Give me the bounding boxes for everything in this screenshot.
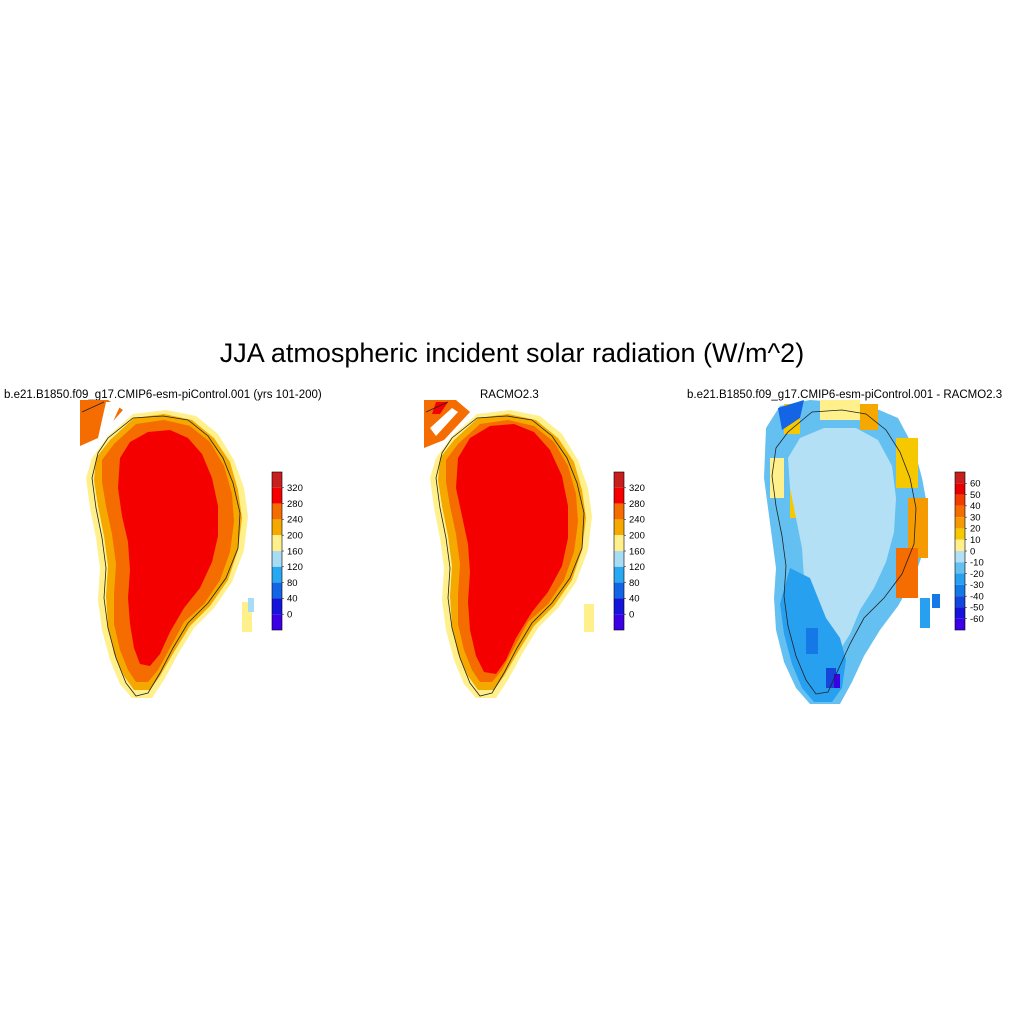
colorbar-model: 320 280 240 200 160 120 80 40 0 <box>271 471 303 631</box>
panel-title-model: b.e21.B1850.f09_g17.CMIP6-esm-piControl.… <box>4 389 322 401</box>
colorbar-racmo: 320 280 240 200 160 120 80 40 0 <box>613 471 645 631</box>
colorbar-swatch <box>272 519 282 536</box>
colorbar-swatch <box>614 614 624 630</box>
colorbar-swatch <box>955 562 965 574</box>
colorbar-tick-label: -50 <box>970 603 984 614</box>
colorbar-tick-label: 0 <box>970 546 975 557</box>
east-island-blue <box>248 598 254 612</box>
colorbar-swatch <box>614 487 624 504</box>
coastline <box>771 409 917 695</box>
east-island <box>242 602 252 632</box>
colorbar-swatch <box>272 503 282 520</box>
colorbar-swatch <box>955 551 965 563</box>
colorbar-swatch <box>272 487 282 504</box>
colorbar-swatch <box>955 472 965 484</box>
colorbar-tick-label: 30 <box>970 512 981 523</box>
coastline <box>435 415 585 697</box>
colorbar-tick-label: 280 <box>629 499 645 510</box>
east-island <box>920 598 930 628</box>
colorbar-tick-label: -20 <box>970 569 984 580</box>
map-difference <box>764 400 940 704</box>
colorbar-tick-label: 60 <box>970 479 981 490</box>
colorbar-tick-label: 160 <box>629 546 645 557</box>
panel-title-racmo: RACMO2.3 <box>480 389 539 401</box>
warm-patch <box>860 404 878 430</box>
south-darkest-cell <box>834 674 840 688</box>
colorbar-tick-label: 240 <box>287 515 303 526</box>
colorbar-tick-label: 240 <box>629 515 645 526</box>
colorbar-tick-label: 0 <box>287 610 292 621</box>
nw-red-cells <box>432 402 448 414</box>
colorbar-tick-label: 320 <box>629 483 645 494</box>
colorbar-tick-label: 200 <box>287 531 303 542</box>
colorbar-tick-label: 80 <box>287 578 298 589</box>
colorbar-swatch <box>955 596 965 608</box>
colorbar-swatch <box>614 519 624 536</box>
colorbar-tick-label: -60 <box>970 614 984 625</box>
coastline <box>91 415 241 697</box>
colorbar-tick-label: 80 <box>629 578 640 589</box>
colorbar-tick-label: -10 <box>970 558 984 569</box>
colorbar-swatch <box>272 535 282 551</box>
east-island-dark <box>932 594 940 608</box>
colorbar-swatch <box>614 503 624 520</box>
colorbar-tick-label: 320 <box>287 483 303 494</box>
map-racmo <box>424 400 594 698</box>
colorbar-tick-label: 50 <box>970 490 981 501</box>
colorbar-tick-label: 200 <box>629 531 645 542</box>
colorbar-swatch <box>955 528 965 540</box>
colorbar-tick-label: 40 <box>629 594 640 605</box>
colorbar-swatch <box>614 582 624 599</box>
colorbar-tick-label: 120 <box>629 562 645 573</box>
ice-sheet-interior <box>456 424 568 674</box>
colorbar-tick-label: 0 <box>629 610 634 621</box>
colorbar-swatch <box>955 573 965 585</box>
panel-title-diff: b.e21.B1850.f09_g17.CMIP6-esm-piControl.… <box>687 389 1003 401</box>
colorbar-tick-label: 40 <box>287 594 298 605</box>
ice-sheet-interior <box>118 430 218 666</box>
nw-coastline <box>425 401 449 413</box>
colorbar-swatch <box>955 539 965 551</box>
south-dark-cell <box>806 628 818 654</box>
nw-gap <box>98 402 122 438</box>
south-dark-cell <box>826 668 836 688</box>
colorbar-tick-label: 20 <box>970 524 981 535</box>
colorbar-swatch <box>614 598 624 615</box>
colorbar-swatch <box>272 582 282 599</box>
colorbar-swatch <box>955 607 965 619</box>
colorbar-swatch <box>272 566 282 583</box>
colorbar-tick-label: 160 <box>287 546 303 557</box>
nw-coastline <box>81 401 105 413</box>
warm-patch <box>896 548 918 598</box>
colorbar-tick-label: -30 <box>970 580 984 591</box>
colorbar-swatch <box>955 618 965 630</box>
colorbar-swatch <box>955 517 965 529</box>
colorbar-swatch <box>614 472 624 488</box>
colorbar-tick-label: 280 <box>287 499 303 510</box>
nw-gap <box>430 408 458 436</box>
colorbar-swatch <box>955 505 965 518</box>
colorbar-swatch <box>614 551 624 567</box>
east-island <box>584 604 594 632</box>
warm-patch <box>908 498 928 558</box>
colorbar-swatch <box>955 584 965 597</box>
colorbar-swatch <box>955 483 965 495</box>
colorbar-swatch <box>955 494 965 506</box>
colorbar-tick-label: 40 <box>970 501 981 512</box>
colorbar-swatch <box>614 535 624 551</box>
nw-blue-cells <box>778 400 804 430</box>
colorbar-swatch <box>272 614 282 630</box>
map-model <box>80 400 254 698</box>
figure-title: JJA atmospheric incident solar radiation… <box>219 338 805 368</box>
colorbar-swatch <box>614 566 624 583</box>
colorbar-tick-label: -40 <box>970 591 984 602</box>
colorbar-swatch <box>272 551 282 567</box>
colorbar-swatch <box>272 472 282 488</box>
warm-patch <box>896 438 918 488</box>
colorbar-swatch <box>272 598 282 615</box>
colorbar-tick-label: 10 <box>970 535 981 546</box>
colorbar-tick-label: 120 <box>287 562 303 573</box>
